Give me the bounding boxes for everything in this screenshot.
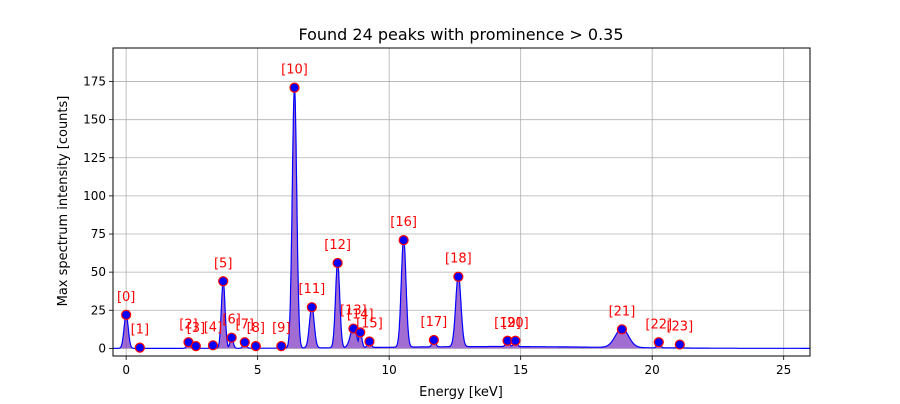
peak-label: [3] (187, 321, 205, 336)
peak-marker (250, 340, 261, 352)
y-axis-label: Max spectrum intensity [counts] (56, 96, 71, 307)
peak-marker (218, 276, 229, 287)
peak-label: [21] (609, 304, 636, 319)
peak-marker (289, 82, 300, 93)
peak-label: [17] (421, 315, 448, 330)
chart-title: Found 24 peaks with prominence > 0.35 (298, 25, 623, 44)
y-tick-label: 125 (83, 151, 106, 165)
peak-label: [6] (222, 313, 240, 328)
peak-label: [5] (214, 256, 232, 271)
peak-label: [15] (356, 317, 383, 332)
peak-label: [9] (272, 321, 290, 336)
peak-label: [20] (502, 316, 529, 331)
plot-frame (112, 47, 811, 357)
peak-labels: [0] [1] [2][3][4] [5] [6][7][8] [9] [10] [11] [1… (117, 63, 693, 338)
x-tick-label: 10 (382, 363, 397, 377)
peak-marker (207, 340, 219, 351)
x-tick-label: 5 (254, 363, 262, 377)
peak-marker (190, 340, 201, 352)
peak-label: [22] (645, 317, 672, 332)
peak-marker (355, 327, 366, 338)
peak-label: [7] (236, 317, 254, 332)
grid-lines (113, 48, 810, 356)
peak-label: [12] (324, 238, 351, 253)
peak-label: [10] (281, 63, 308, 78)
y-tick-label: 25 (91, 303, 106, 317)
peak-marker (276, 340, 287, 352)
spectrum-fill (113, 87, 810, 349)
peak-marker (428, 334, 439, 346)
peak-marker (674, 339, 685, 350)
peak-marker (510, 335, 521, 346)
y-tick-label: 100 (83, 189, 106, 203)
peak-marker (226, 332, 237, 343)
spectrum-line (113, 87, 810, 349)
peak-label: [2] (179, 317, 197, 332)
y-tick-label: 150 (83, 113, 106, 127)
peak-markers (121, 82, 685, 353)
y-tick-label: 175 (83, 75, 106, 89)
y-tick-label: 75 (91, 227, 106, 241)
peak-label: [19] (494, 316, 521, 331)
peak-marker (239, 337, 250, 348)
x-tick-label: 20 (645, 363, 660, 377)
peak-marker (653, 337, 664, 348)
x-tick-label: 15 (513, 363, 528, 377)
peak-label: [18] (445, 252, 472, 267)
y-tick-label: 0 (98, 341, 106, 355)
peak-marker (453, 271, 464, 282)
peak-marker (306, 302, 317, 313)
peak-marker (616, 324, 628, 335)
x-tick-label: 25 (776, 363, 791, 377)
x-axis-label: Energy [keV] (419, 385, 503, 400)
peak-marker (134, 342, 145, 353)
y-tick-label: 50 (91, 265, 106, 279)
peak-marker (398, 235, 409, 246)
peak-label: [23] (666, 320, 693, 335)
peak-label: [0] (117, 290, 135, 305)
peak-label: [14] (347, 307, 374, 322)
peak-label: [11] (298, 282, 325, 297)
peak-label: [13] (340, 304, 367, 319)
peak-label: [8] (247, 321, 265, 336)
x-tick-label: 0 (122, 363, 130, 377)
peak-marker (332, 257, 343, 269)
x-axis: 0 5 10 15 20 25 (122, 356, 791, 377)
y-axis: 0 25 50 75 100 125 150 175 (83, 75, 113, 355)
peak-marker (364, 336, 375, 347)
peak-label: [4] (204, 320, 222, 335)
peak-label: [16] (390, 215, 417, 230)
peak-marker (121, 309, 132, 320)
peak-label: [1] (131, 323, 149, 338)
